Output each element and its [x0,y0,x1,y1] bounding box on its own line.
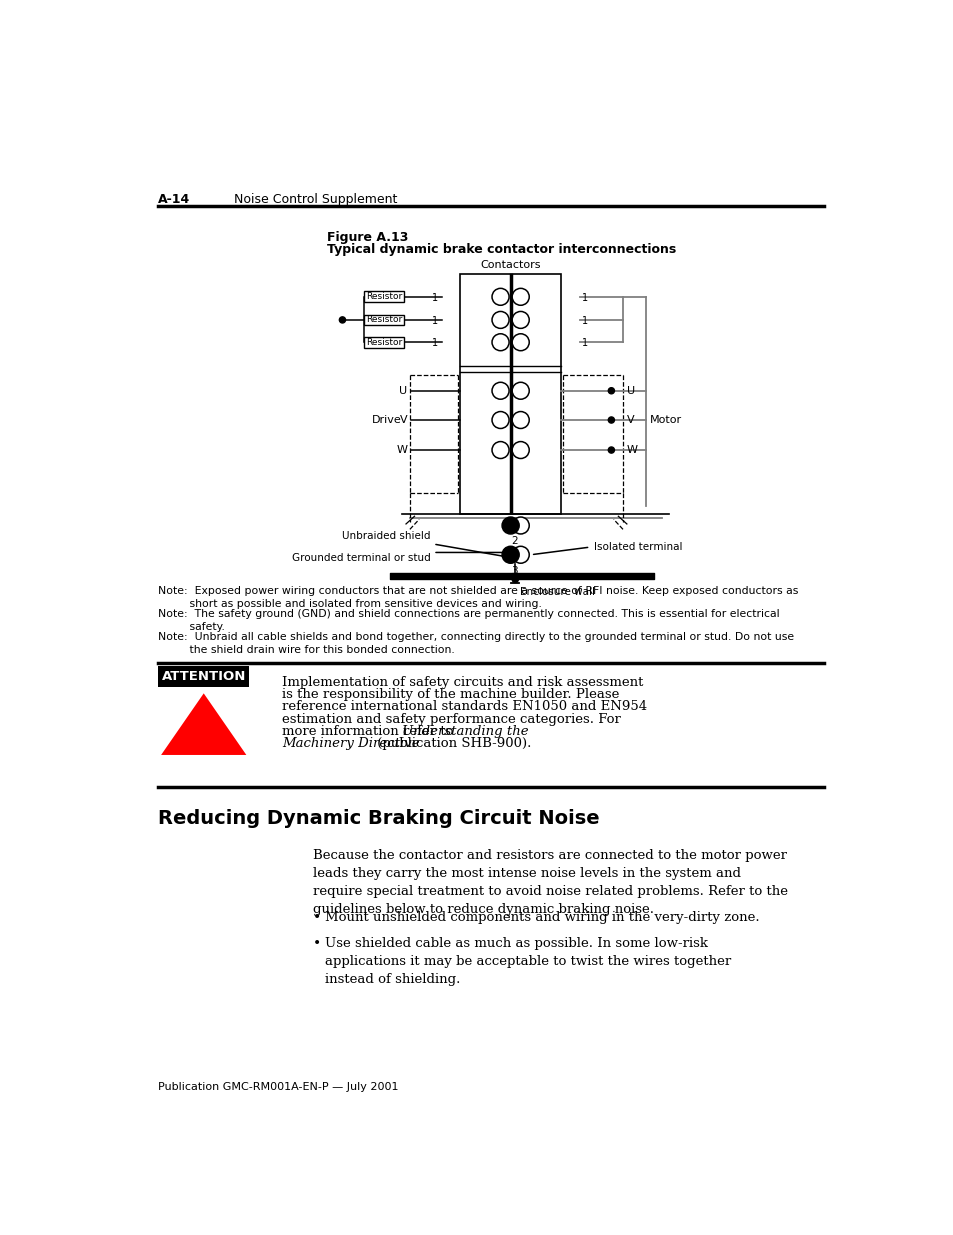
Bar [459,274,560,514]
Polygon shape [161,693,246,755]
Text: 2: 2 [511,536,517,546]
Text: Resistor: Resistor [366,315,402,325]
Text: V: V [399,415,407,425]
Text: Drive: Drive [372,415,402,425]
Text: 1: 1 [431,338,437,348]
Text: Enclosure wall: Enclosure wall [519,587,594,597]
Text: Resistor: Resistor [366,293,402,301]
Text: Note:  Unbraid all cable shields and bond together, connecting directly to the g: Note: Unbraid all cable shields and bond… [158,632,793,655]
Text: Reducing Dynamic Braking Circuit Noise: Reducing Dynamic Braking Circuit Noise [158,809,599,827]
Text: Noise Control Supplement: Noise Control Supplement [233,193,396,206]
Circle shape [501,517,518,534]
Text: W: W [396,445,407,454]
Text: W: W [626,445,638,454]
Circle shape [512,442,529,458]
Text: is the responsibility of the machine builder. Please: is the responsibility of the machine bui… [282,688,618,701]
Text: Motor: Motor [649,415,681,425]
Circle shape [608,447,614,453]
Circle shape [512,383,529,399]
Text: Resistor: Resistor [366,337,402,347]
Circle shape [492,311,509,329]
Text: Contactors: Contactors [480,259,540,270]
Bar [364,315,404,325]
Circle shape [512,546,529,563]
Text: (publication SHB-900).: (publication SHB-900). [373,737,531,750]
Text: 1: 1 [431,293,437,303]
Text: Because the contactor and resistors are connected to the motor power
leads they : Because the contactor and resistors are … [313,848,787,916]
Circle shape [492,411,509,429]
Circle shape [492,333,509,351]
Text: Isolated terminal: Isolated terminal [593,542,681,552]
Text: •: • [313,937,321,951]
Text: estimation and safety performance categories. For: estimation and safety performance catego… [282,713,620,726]
Text: 3: 3 [511,566,517,576]
Text: •: • [313,910,321,925]
Text: Understanding the: Understanding the [402,725,528,739]
Text: Publication GMC-RM001A-EN-P — July 2001: Publication GMC-RM001A-EN-P — July 2001 [158,1082,398,1092]
Text: Figure A.13: Figure A.13 [327,231,408,245]
Circle shape [512,411,529,429]
Bar [364,291,404,303]
Text: more information refer to: more information refer to [282,725,457,739]
Circle shape [492,288,509,305]
Text: Unbraided shield: Unbraided shield [342,531,431,541]
Text: 1: 1 [581,316,587,326]
Text: reference international standards EN1050 and EN954: reference international standards EN1050… [282,700,646,714]
Text: U: U [399,385,407,395]
Text: 1: 1 [581,293,587,303]
Circle shape [512,311,529,329]
Text: 1: 1 [431,316,437,326]
Circle shape [512,288,529,305]
Circle shape [492,383,509,399]
Text: Mount unshielded components and wiring in the very-dirty zone.: Mount unshielded components and wiring i… [324,910,759,924]
Circle shape [339,317,345,324]
Bar [364,337,404,347]
Text: Grounded terminal or stud: Grounded terminal or stud [292,553,431,563]
Text: Note:  Exposed power wiring conductors that are not shielded are a source of RFI: Note: Exposed power wiring conductors th… [158,585,798,609]
Circle shape [512,577,517,583]
Circle shape [608,417,614,424]
Text: Machinery Directive: Machinery Directive [282,737,419,750]
Text: U: U [626,385,635,395]
Text: A-14: A-14 [158,193,190,206]
Text: 1: 1 [581,338,587,348]
Text: Implementation of safety circuits and risk assessment: Implementation of safety circuits and ri… [282,676,642,689]
Circle shape [492,442,509,458]
Text: ATTENTION: ATTENTION [161,671,246,683]
Text: Note:  The safety ground (GND) and shield connections are permanently connected.: Note: The safety ground (GND) and shield… [158,609,779,632]
Text: Typical dynamic brake contactor interconnections: Typical dynamic brake contactor intercon… [327,243,676,256]
Text: V: V [626,415,634,425]
Text: Use shielded cable as much as possible. In some low-risk
applications it may be : Use shielded cable as much as possible. … [324,937,730,987]
Bar [158,667,249,687]
Circle shape [608,388,614,394]
Circle shape [501,546,518,563]
Circle shape [512,517,529,534]
Circle shape [512,333,529,351]
